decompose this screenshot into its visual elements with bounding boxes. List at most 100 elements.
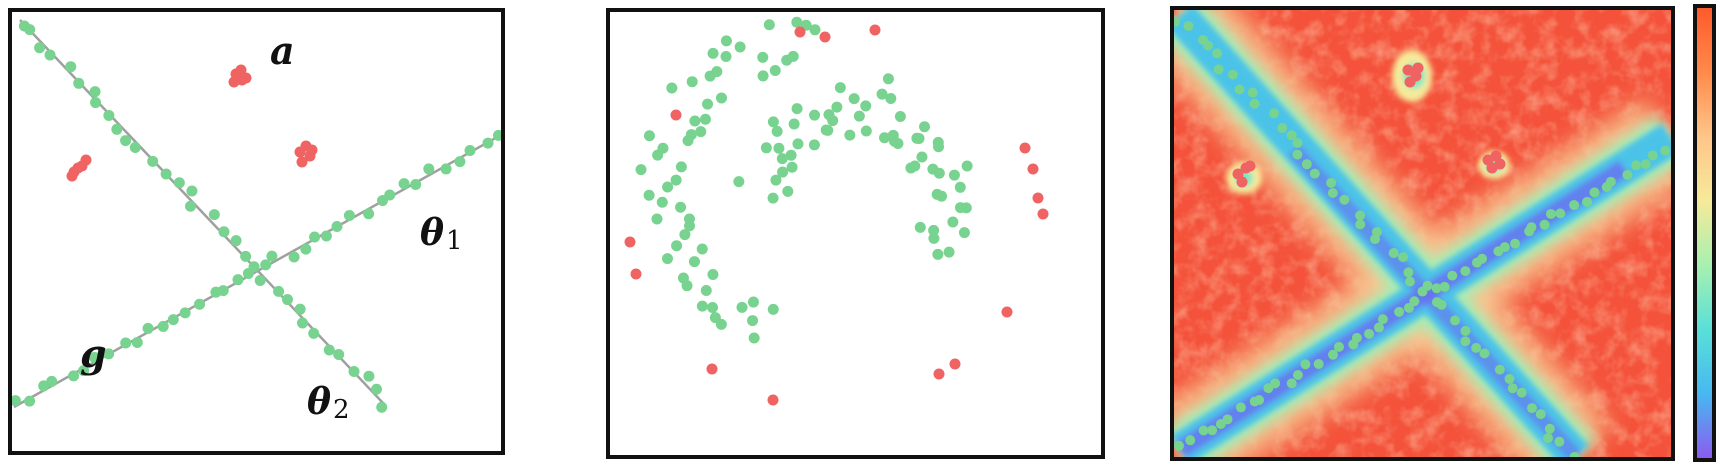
outlier-point <box>1412 62 1424 74</box>
inlier-point <box>288 251 300 263</box>
inlier-point <box>1539 219 1550 230</box>
inlier-point <box>916 151 928 163</box>
inlier-point <box>1535 409 1546 420</box>
inlier-point <box>142 322 154 334</box>
inlier-point <box>254 275 266 287</box>
outlier-point <box>949 358 961 370</box>
inlier-point <box>720 50 732 62</box>
inlier-point <box>911 132 923 144</box>
inlier-point <box>675 161 687 173</box>
inlier-point <box>822 124 834 136</box>
lines-scatter-plot: a g θ1 θ2 <box>12 19 501 425</box>
inlier-point <box>834 82 846 94</box>
outlier-point <box>235 64 247 76</box>
inlier-point <box>782 185 794 197</box>
inlier-point <box>333 348 345 360</box>
inlier-point <box>103 109 115 121</box>
outlier-point <box>933 368 945 380</box>
inlier-point <box>1544 423 1555 434</box>
inlier-point <box>120 135 132 147</box>
inlier-point <box>683 213 695 225</box>
inlier-point <box>1377 314 1388 325</box>
inlier-point <box>343 210 355 222</box>
inlier-point <box>160 168 172 180</box>
inlier-point <box>194 298 206 310</box>
inlier-point <box>1213 64 1224 75</box>
colorbar <box>1693 4 1716 462</box>
inlier-point <box>12 395 21 407</box>
inlier-point <box>666 82 678 94</box>
inlier-point <box>1471 342 1482 353</box>
inlier-point <box>208 209 220 221</box>
inlier-point <box>1388 248 1399 259</box>
inlier-point <box>931 188 943 200</box>
inlier-point <box>1403 302 1414 313</box>
inlier-point <box>376 401 388 413</box>
inlier-point <box>217 285 229 297</box>
inlier-point <box>696 300 708 312</box>
inlier-point <box>44 49 56 61</box>
inlier-point <box>888 135 900 147</box>
inlier-point <box>242 268 254 280</box>
inlier-point <box>928 232 940 244</box>
inlier-point <box>1431 283 1442 294</box>
outlier-point <box>1236 176 1248 188</box>
inlier-point <box>1543 433 1554 444</box>
inlier-point <box>398 178 410 190</box>
inlier-point <box>1460 325 1471 336</box>
inlier-point <box>791 16 803 28</box>
inlier-point <box>948 169 960 181</box>
inlier-point <box>1477 253 1488 264</box>
inlier-point <box>1494 364 1505 375</box>
inlier-point <box>1510 238 1521 249</box>
inlier-point <box>827 115 839 127</box>
inlier-point <box>661 253 673 265</box>
inlier-point <box>1398 252 1409 263</box>
inlier-point <box>733 176 745 188</box>
inlier-point <box>1247 87 1258 98</box>
outlier-point <box>819 31 831 43</box>
inlier-point <box>643 130 655 142</box>
outlier-point <box>1244 160 1256 172</box>
inlier-point <box>273 285 285 297</box>
inlier-point <box>1569 200 1580 211</box>
inlier-point <box>695 126 707 138</box>
inlier-point <box>848 93 860 105</box>
inlier-point <box>230 235 242 247</box>
inlier-point <box>894 111 906 123</box>
inlier-point <box>371 383 383 395</box>
inlier-point <box>1292 369 1303 380</box>
outlier-point <box>240 72 252 84</box>
inlier-point <box>1526 403 1537 414</box>
label-theta1: θ1 <box>420 212 463 256</box>
inlier-point <box>853 110 865 122</box>
inlier-point <box>1292 149 1303 160</box>
inlier-point <box>860 100 872 112</box>
inlier-point <box>410 178 422 190</box>
inlier-point <box>1339 194 1350 205</box>
inlier-point <box>1185 435 1196 446</box>
inlier-point <box>173 177 185 189</box>
inlier-point <box>709 312 721 324</box>
inlier-point <box>492 129 501 141</box>
moons-scatter-panel <box>606 8 1105 459</box>
label-g: g <box>80 331 107 376</box>
inlier-point <box>932 248 944 260</box>
inlier-point <box>1370 234 1381 245</box>
inlier-point <box>1507 383 1518 394</box>
inlier-point <box>961 160 973 172</box>
inlier-point <box>696 243 708 255</box>
inlier-point <box>1582 196 1593 207</box>
inlier-point <box>1174 16 1181 27</box>
inlier-point <box>707 47 719 59</box>
inlier-point <box>767 303 779 315</box>
inlier-point <box>1333 341 1344 352</box>
inlier-point <box>1394 306 1405 317</box>
inlier-point <box>384 189 396 201</box>
inlier-point <box>679 229 691 241</box>
inlier-point <box>179 307 191 319</box>
outlier-point <box>670 109 682 121</box>
inlier-point <box>1301 159 1312 170</box>
outlier-point <box>1027 163 1039 175</box>
inlier-point <box>770 174 782 186</box>
